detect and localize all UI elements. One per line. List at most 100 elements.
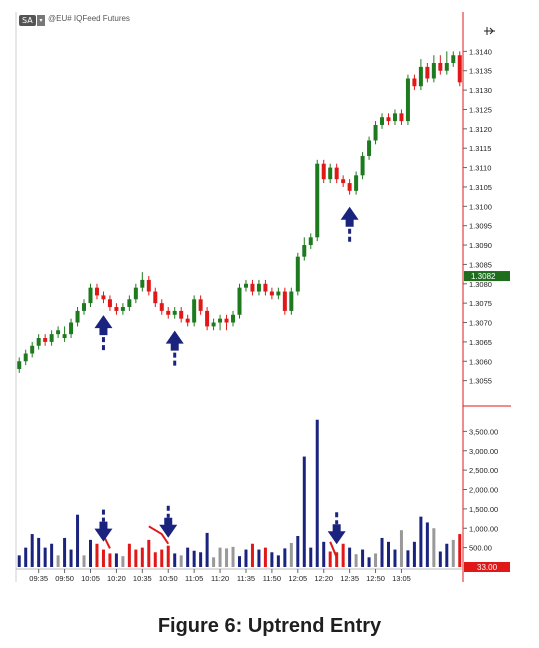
volume-bar (173, 553, 177, 567)
candle-body (373, 124, 378, 141)
last-volume-label: 33.00 (477, 563, 498, 572)
candle-body (49, 334, 54, 342)
volume-tick-label: 2,000.00 (469, 486, 498, 495)
candle-body (315, 163, 320, 238)
candle-body (88, 287, 93, 304)
price-tick-label: 1.3095 (469, 222, 492, 231)
volume-bar (76, 514, 80, 567)
candle-body (36, 338, 41, 346)
time-tick-label: 11:05 (185, 574, 203, 583)
volume-bar (315, 419, 319, 567)
entry-arrow-icon (165, 330, 184, 369)
volume-bar (438, 551, 442, 567)
volume-bar (445, 543, 449, 567)
candle-body (412, 78, 417, 87)
volume-bar (101, 549, 105, 567)
time-axis: 09:35 09:50 10:05 10:20 10:35 10:50 11:05 11:20… (29, 569, 411, 583)
candle (276, 287, 281, 300)
candle (438, 55, 443, 75)
time-tick-label: 09:35 (29, 574, 48, 583)
volume-bar (419, 516, 423, 567)
volume-bar (263, 547, 267, 567)
chevron-down-icon[interactable]: ▾ (37, 15, 45, 26)
price-tick-label: 1.3075 (469, 299, 492, 308)
candle (88, 283, 93, 308)
volume-tick-label: 1,500.00 (469, 505, 498, 514)
candle-body (23, 353, 28, 362)
volume-bar (56, 555, 60, 567)
candle (56, 326, 61, 339)
volume-bar (231, 546, 235, 567)
candle (94, 283, 99, 300)
candle (153, 287, 158, 308)
time-tick-label: 11:20 (211, 574, 229, 583)
candle (412, 74, 417, 91)
candle-body (237, 287, 242, 315)
volume-bar (238, 556, 241, 567)
candle-body (211, 322, 216, 327)
volume-bar (387, 541, 390, 567)
volume-bar (30, 534, 34, 567)
time-tick-label: 10:50 (159, 574, 178, 583)
volume-bar (244, 549, 248, 567)
candle-body (146, 279, 151, 292)
volume-bar (374, 553, 378, 567)
candle-body (392, 113, 397, 122)
candle-body (354, 175, 359, 191)
volume-bar (406, 550, 410, 567)
candle (405, 74, 410, 125)
price-pane: 1.3140 1.3135 1.3130 1.3125 1.3120 1.3115 1.31… (17, 47, 510, 386)
volume-bar (205, 532, 209, 567)
price-tick-label: 1.3120 (469, 125, 492, 134)
price-tick-label: 1.3140 (469, 47, 492, 56)
volume-bar (458, 534, 462, 567)
candle-body (140, 279, 145, 288)
volume-bar (367, 557, 371, 567)
volume-bar (127, 543, 131, 567)
candle-body (62, 334, 67, 339)
price-tick-label: 1.3130 (469, 86, 492, 95)
volume-bar (192, 550, 196, 567)
volume-bar (89, 539, 92, 567)
volume-bar (432, 528, 436, 567)
price-tick-label: 1.3065 (469, 338, 492, 347)
candle (334, 163, 339, 184)
time-tick-label: 12:50 (366, 574, 385, 583)
candle-body (172, 310, 177, 315)
candle (399, 109, 404, 125)
candle (224, 314, 229, 331)
candle (250, 279, 255, 296)
price-tick-label: 1.3085 (469, 260, 492, 269)
time-tick-label: 11:35 (237, 574, 255, 583)
candle-body (192, 299, 197, 323)
candle-body (82, 303, 87, 311)
volume-tick-label: 3,000.00 (469, 447, 498, 456)
candle (140, 272, 145, 292)
candle (354, 171, 359, 195)
entry-arrow-icon (94, 509, 113, 542)
volume-bar (393, 549, 397, 567)
candle-body (380, 117, 385, 125)
volume-bar (425, 522, 429, 567)
figure-caption: Figure 6: Uptrend Entry (157, 615, 382, 637)
time-tick-label: 11:50 (263, 574, 281, 583)
volume-bar (218, 547, 222, 567)
time-tick-label: 12:05 (288, 574, 307, 583)
volume-bar (37, 537, 41, 567)
candle (386, 113, 391, 125)
candle-body (308, 237, 313, 246)
last-price-marker (464, 271, 510, 282)
candle (146, 276, 151, 296)
candle-body (218, 318, 223, 323)
candle (179, 307, 184, 323)
candle-body (399, 113, 404, 122)
candle-body (451, 55, 456, 63)
volume-bar (82, 555, 86, 567)
arrow-head (165, 330, 184, 351)
entry-arrow-icon (159, 505, 178, 538)
volume-bar (250, 543, 254, 567)
candle-body (425, 66, 430, 79)
symbol-badge[interactable]: SA (19, 15, 36, 26)
candle (82, 299, 87, 315)
candle (43, 334, 48, 346)
